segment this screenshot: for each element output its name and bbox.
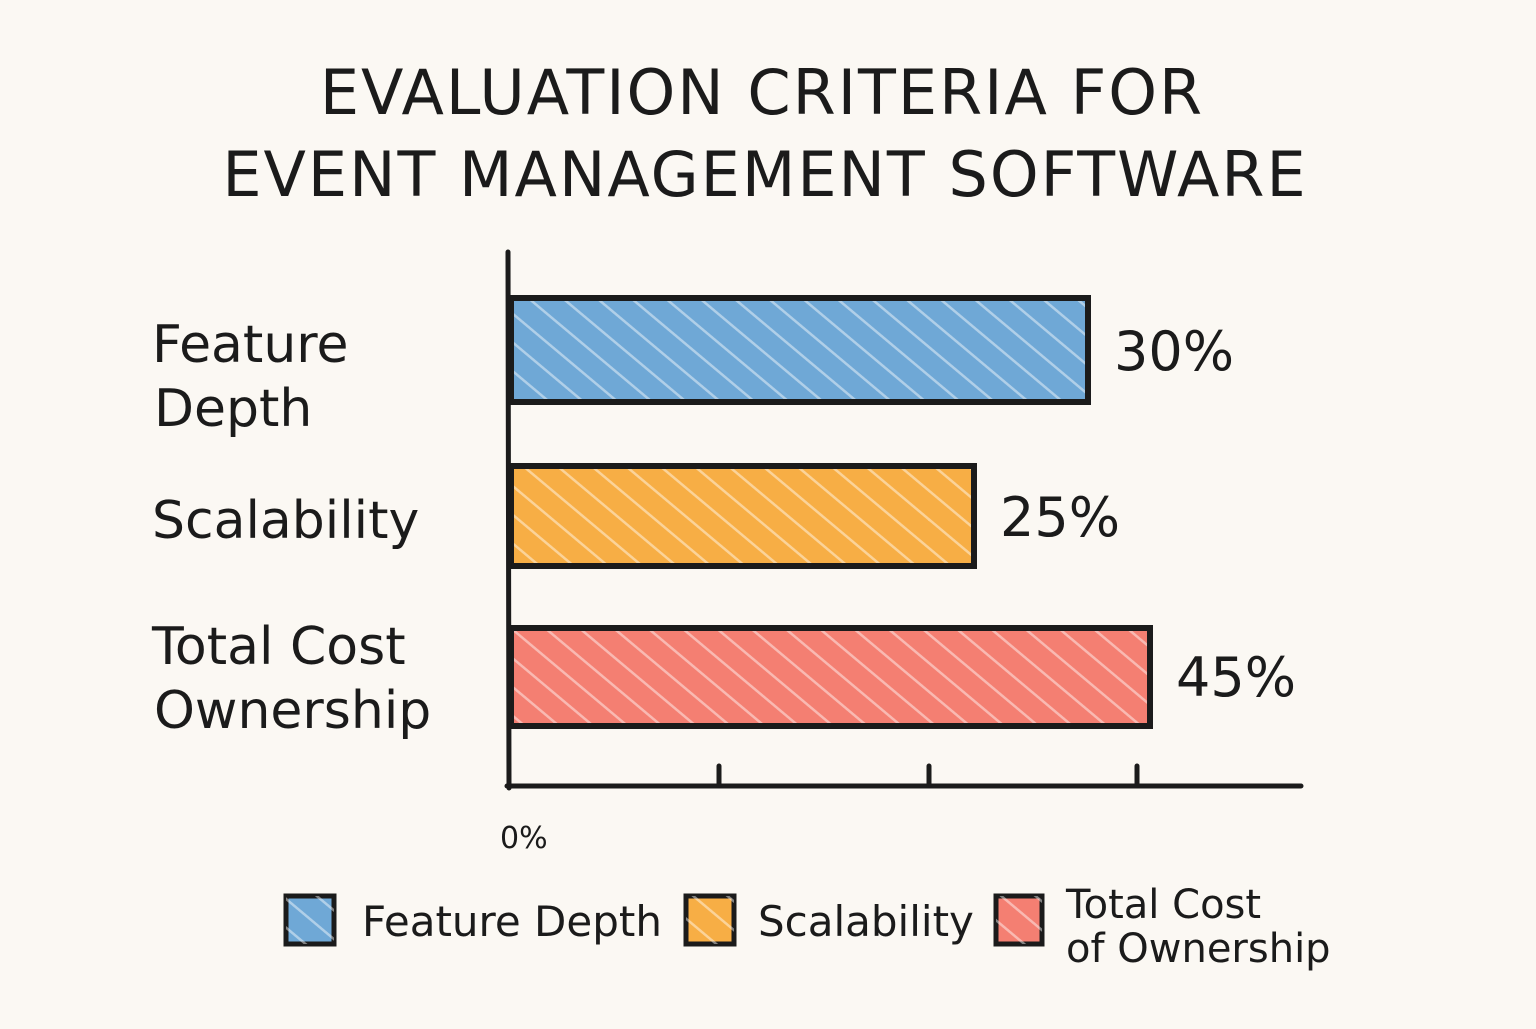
value-label-scalability: 25% — [1000, 486, 1120, 549]
bar-feature-depth-hatch — [514, 301, 1085, 399]
category-labels: Feature Depth Scalability Total Cost Own… — [151, 315, 431, 741]
axes: 0% — [500, 249, 1304, 856]
category-label-total-cost-line-2: Ownership — [154, 681, 431, 741]
category-label-scalability: Scalability — [152, 491, 419, 551]
legend-label-total-cost-line-2: of Ownership — [1066, 926, 1331, 972]
legend-label-scalability: Scalability — [758, 897, 974, 946]
legend-label-feature-depth: Feature Depth — [362, 897, 662, 946]
chart-title-line-2: EVENT MANAGEMENT SOFTWARE — [222, 138, 1307, 211]
legend-label-total-cost-line-1: Total Cost — [1065, 882, 1261, 928]
category-label-feature-depth-line-1: Feature — [152, 315, 349, 375]
y-axis-line — [505, 249, 512, 791]
category-label-total-cost-line-1: Total Cost — [151, 617, 406, 677]
x-tick-label-0: 0% — [500, 821, 548, 856]
legend-swatch-total-cost-ownership-hatch — [996, 896, 1042, 944]
chart-title: EVALUATION CRITERIA FOR EVENT MANAGEMENT… — [222, 56, 1307, 211]
legend: Feature Depth Scalability Total Cost of … — [283, 882, 1331, 972]
legend-swatch-feature-depth-hatch — [286, 896, 334, 944]
category-label-feature-depth-line-2: Depth — [154, 379, 312, 439]
chart-title-line-1: EVALUATION CRITERIA FOR — [320, 56, 1204, 129]
value-label-total-cost-ownership: 45% — [1176, 646, 1296, 709]
value-label-feature-depth: 30% — [1114, 320, 1234, 383]
bar-total-cost-ownership-hatch — [514, 631, 1147, 723]
value-labels: 30% 25% 45% — [1000, 320, 1296, 709]
bar-scalability-hatch — [514, 469, 971, 563]
legend-swatch-scalability-hatch — [686, 896, 734, 944]
bars — [508, 295, 1153, 729]
